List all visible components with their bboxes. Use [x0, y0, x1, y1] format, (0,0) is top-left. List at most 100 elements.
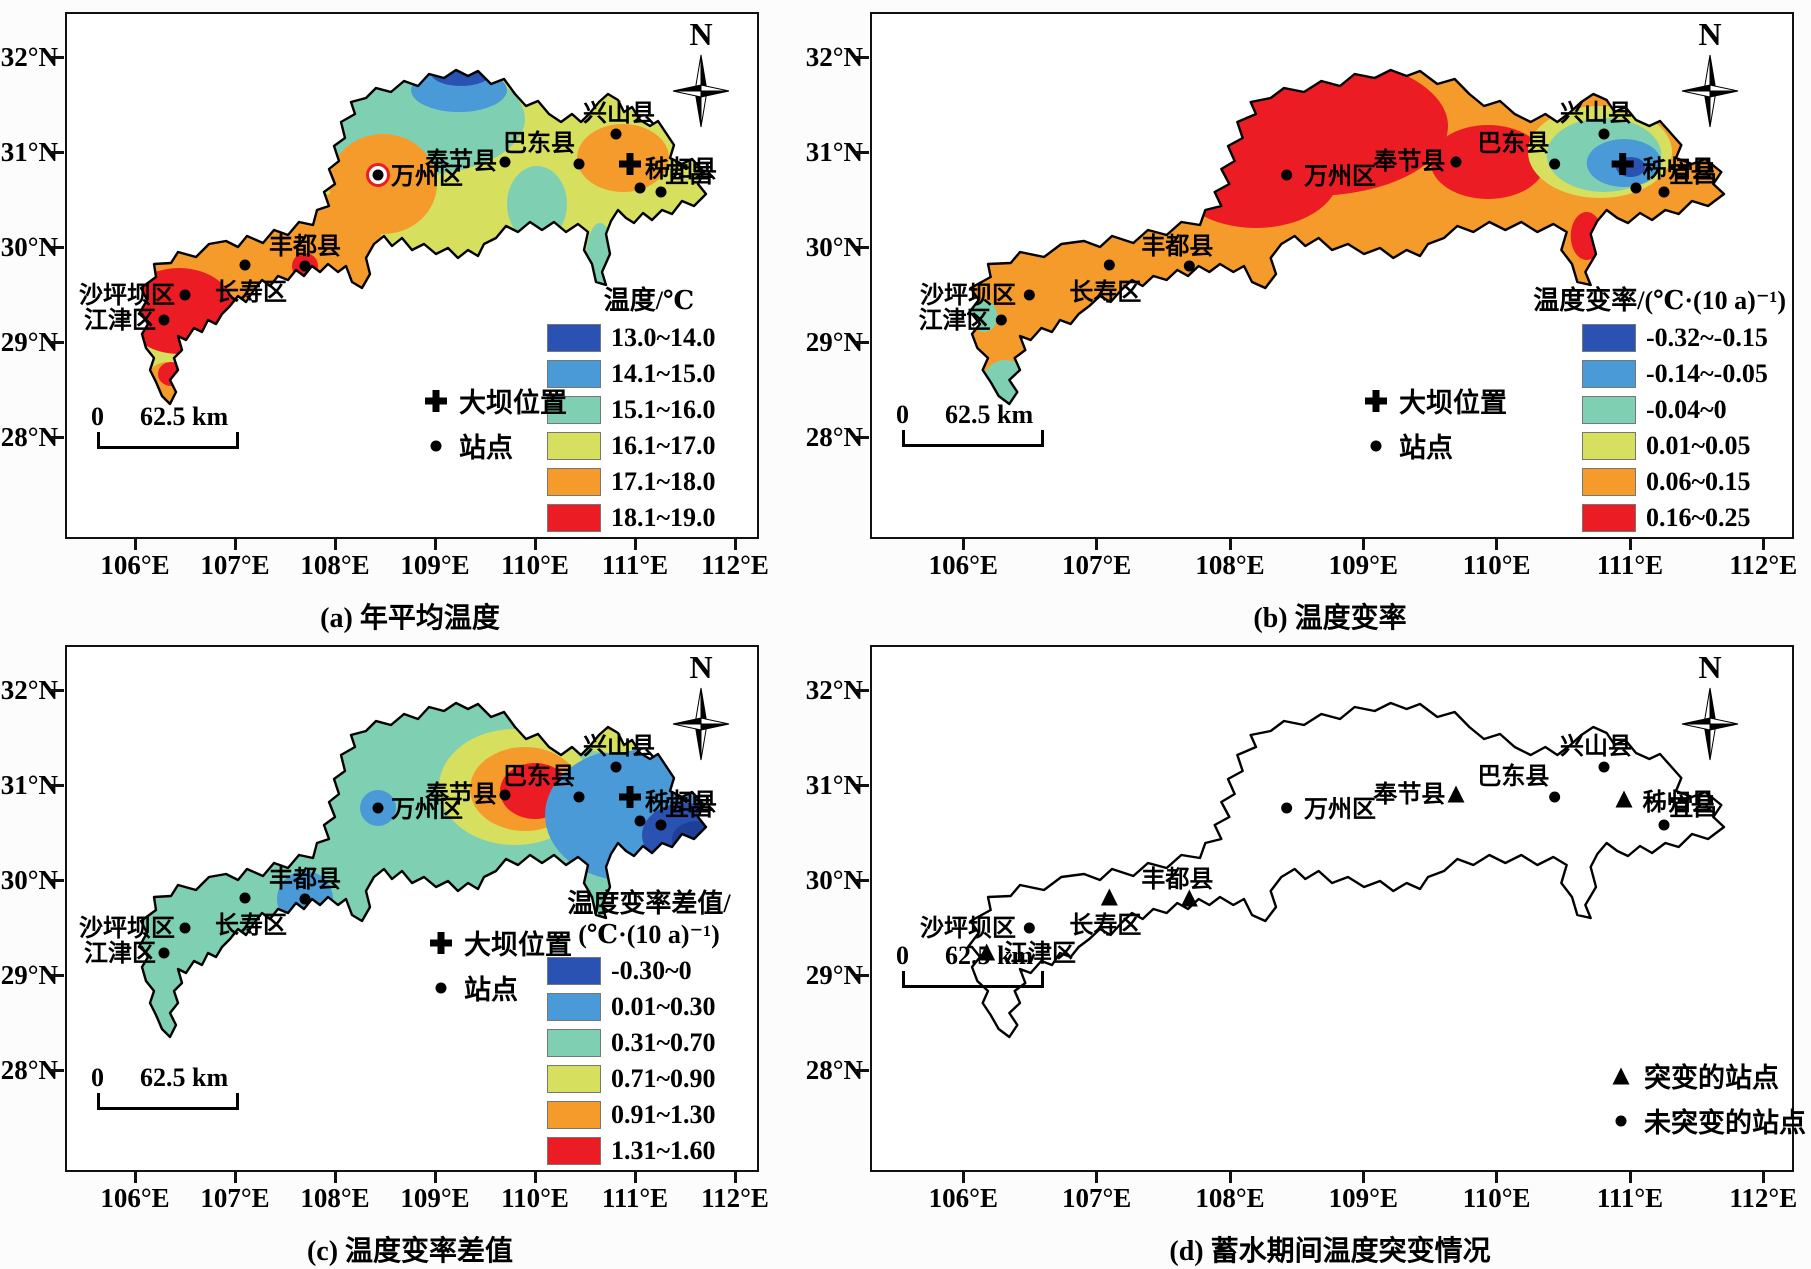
station-dot-marker	[1658, 819, 1670, 831]
y-tick-mark	[50, 1069, 64, 1072]
station-dot-marker	[1281, 802, 1293, 814]
plus-glyph	[619, 786, 641, 808]
station-label: 江津区	[1004, 940, 1076, 967]
y-tick-label: 31°N	[0, 137, 58, 167]
x-tick-mark	[1495, 537, 1499, 550]
station-dot-marker	[1023, 922, 1035, 934]
map-outline	[139, 70, 706, 404]
y-tick-mark	[855, 56, 869, 59]
plus-glyph	[430, 931, 452, 954]
station-dot-marker	[1630, 182, 1642, 194]
station-label: 长寿区	[1069, 278, 1141, 306]
scale-bar-zero: 0	[91, 402, 104, 431]
y-tick-label: 30°N	[805, 232, 863, 262]
legend-row: 0.06~0.15	[1582, 467, 1786, 497]
legend-swatch	[547, 993, 601, 1021]
legend-label: 13.0~14.0	[611, 323, 716, 352]
station-label: 万州区	[391, 796, 463, 823]
marker-legend: 突变的站点 未突变的站点	[1608, 1056, 1806, 1140]
station-triangle-marker	[1180, 889, 1198, 907]
x-tick-mark	[333, 537, 337, 550]
legend: 温度/℃ 13.0~14.0 14.1~15.0 15.1~16.0 16.1~17.0…	[547, 280, 751, 533]
station-label: 万州区	[1304, 163, 1376, 190]
station-legend-row: 站点	[428, 968, 572, 1007]
x-tick-label: 112°E	[701, 550, 769, 580]
x-tick-mark	[1495, 1170, 1499, 1183]
marker-legend: 大坝位置 站点	[1363, 381, 1507, 465]
station-dot-marker	[499, 156, 511, 168]
legend-label: -0.30~0	[611, 956, 692, 985]
legend-row: 1.31~1.60	[547, 1136, 751, 1166]
x-tick-mark	[433, 1170, 437, 1183]
compass-star-icon	[672, 54, 730, 128]
legend-row: 0.91~1.30	[547, 1100, 751, 1130]
station-dot-marker	[239, 259, 251, 271]
legend-row: 15.1~16.0	[547, 395, 751, 425]
legend-label: 15.1~16.0	[611, 395, 716, 424]
station-triangle-marker	[978, 943, 996, 961]
y-tick-label: 28°N	[805, 1055, 863, 1085]
panel-b: 32°N 31°N 30°N 29°N 28°N 106°E 107°E 108°E 109°E…	[805, 0, 1811, 634]
map-outline	[968, 703, 1724, 1037]
y-tick-mark	[50, 974, 64, 977]
station-dot-marker	[369, 166, 387, 184]
legend-row: -0.04~0	[1582, 395, 1786, 425]
y-tick-mark	[855, 246, 869, 249]
station-label: 巴东县	[503, 129, 575, 157]
legend-row: -0.14~-0.05	[1582, 359, 1786, 389]
scale-bar-label: 62.5 km	[140, 1063, 229, 1092]
y-tick-label: 29°N	[0, 327, 58, 357]
legend-swatch	[547, 1065, 601, 1093]
station-dot-marker	[1658, 186, 1670, 198]
station-dot-marker	[499, 789, 511, 801]
station-dot-marker	[573, 791, 585, 803]
station-triangle-marker	[1615, 790, 1633, 808]
station-label: 江津区	[919, 307, 991, 334]
triangle-glyph	[1100, 888, 1118, 906]
plus-glyph	[1611, 153, 1634, 175]
station-dot-marker	[372, 802, 384, 814]
map-svg	[872, 647, 1792, 1170]
legend-label: 0.71~0.90	[611, 1064, 716, 1093]
legend-swatch	[547, 957, 601, 985]
scale-bar: 0 62.5 km	[894, 400, 1044, 447]
y-tick-label: 29°N	[805, 327, 863, 357]
station-dot-icon	[1370, 440, 1382, 451]
legend-row: 13.0~14.0	[547, 323, 751, 353]
legend-label: 0.31~0.70	[611, 1028, 716, 1057]
dam-plus-icon	[430, 931, 452, 954]
y-tick-label: 30°N	[0, 865, 58, 895]
map-plot: 沙坪坝区 江津区 长寿区 丰都县 万州区 奉节县 巴东县 兴山县 秭归县 宜昌 N 0 62.5 km 温…	[65, 645, 759, 1172]
station-label: 奉节县	[1372, 780, 1445, 808]
x-tick-label: 111°E	[601, 550, 669, 580]
legend-label: 14.1~15.0	[611, 359, 716, 388]
legend-label: -0.32~-0.15	[1646, 323, 1768, 352]
legend-swatch	[1582, 432, 1636, 460]
station-label: 丰都县	[1141, 866, 1213, 893]
legend-label: -0.14~-0.05	[1646, 359, 1768, 388]
station-label: 沙坪坝区	[920, 915, 1016, 942]
x-tick-mark	[1761, 1170, 1765, 1183]
dam-plus-icon	[1365, 389, 1387, 412]
station-dot-marker	[610, 761, 622, 773]
station-dot-marker	[1103, 259, 1115, 271]
y-tick-label: 31°N	[0, 770, 58, 800]
x-tick-label: 111°E	[1596, 550, 1664, 580]
x-tick-mark	[133, 537, 137, 550]
x-tick-label: 110°E	[501, 550, 569, 580]
station-dot-marker	[179, 289, 191, 301]
x-tick-mark	[533, 1170, 537, 1183]
x-tick-mark	[1628, 537, 1632, 550]
legend-swatch	[547, 396, 601, 424]
station-label: 奉节县	[424, 780, 497, 808]
scale-bar-zero: 0	[91, 1063, 104, 1092]
station-dot-icon	[435, 982, 447, 993]
region-base-fill	[139, 70, 706, 404]
legend-swatch	[547, 468, 601, 496]
legend-label: 16.1~17.0	[611, 431, 716, 460]
dam-marker	[619, 153, 641, 175]
panel-a: 32°N 31°N 30°N 29°N 28°N 106°E 107°E 108°E 109°E…	[0, 0, 805, 634]
legend-label: -0.04~0	[1646, 395, 1727, 424]
station-label: 沙坪坝区	[920, 282, 1016, 309]
